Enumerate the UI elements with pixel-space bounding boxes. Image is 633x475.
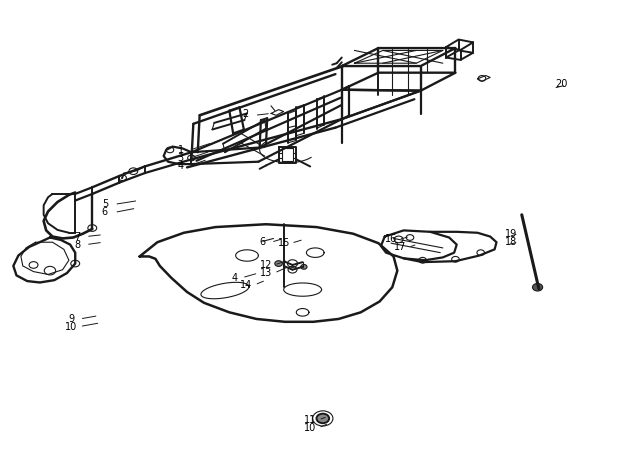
Text: 14: 14 bbox=[240, 280, 252, 290]
Text: 11: 11 bbox=[304, 415, 316, 425]
Text: 15: 15 bbox=[277, 238, 290, 248]
Circle shape bbox=[275, 261, 282, 266]
Circle shape bbox=[532, 284, 542, 291]
Text: 13: 13 bbox=[260, 268, 272, 278]
Text: 4: 4 bbox=[231, 273, 237, 283]
Text: 10: 10 bbox=[65, 322, 78, 332]
Text: 3: 3 bbox=[178, 153, 184, 163]
Text: 20: 20 bbox=[555, 78, 568, 88]
Text: 19: 19 bbox=[505, 228, 517, 239]
Text: 5: 5 bbox=[102, 200, 108, 209]
Text: 18: 18 bbox=[505, 237, 517, 247]
Circle shape bbox=[316, 414, 329, 423]
Text: 6: 6 bbox=[260, 237, 266, 247]
Text: 2: 2 bbox=[242, 109, 249, 119]
Text: 17: 17 bbox=[394, 242, 406, 252]
Text: 6: 6 bbox=[102, 208, 108, 218]
Text: 9: 9 bbox=[68, 314, 75, 324]
Text: 16: 16 bbox=[385, 234, 397, 245]
Text: 10: 10 bbox=[304, 423, 316, 433]
Text: 12: 12 bbox=[260, 260, 272, 270]
Text: 8: 8 bbox=[75, 239, 81, 249]
Text: 1: 1 bbox=[178, 145, 184, 155]
Circle shape bbox=[301, 265, 307, 269]
Text: 4: 4 bbox=[178, 161, 184, 171]
Text: 7: 7 bbox=[75, 231, 81, 242]
